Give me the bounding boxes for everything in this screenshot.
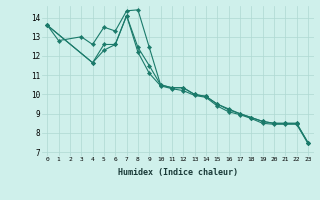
X-axis label: Humidex (Indice chaleur): Humidex (Indice chaleur) xyxy=(118,168,237,177)
